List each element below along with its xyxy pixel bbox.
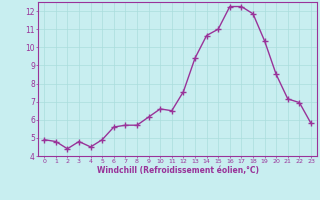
X-axis label: Windchill (Refroidissement éolien,°C): Windchill (Refroidissement éolien,°C) bbox=[97, 166, 259, 175]
